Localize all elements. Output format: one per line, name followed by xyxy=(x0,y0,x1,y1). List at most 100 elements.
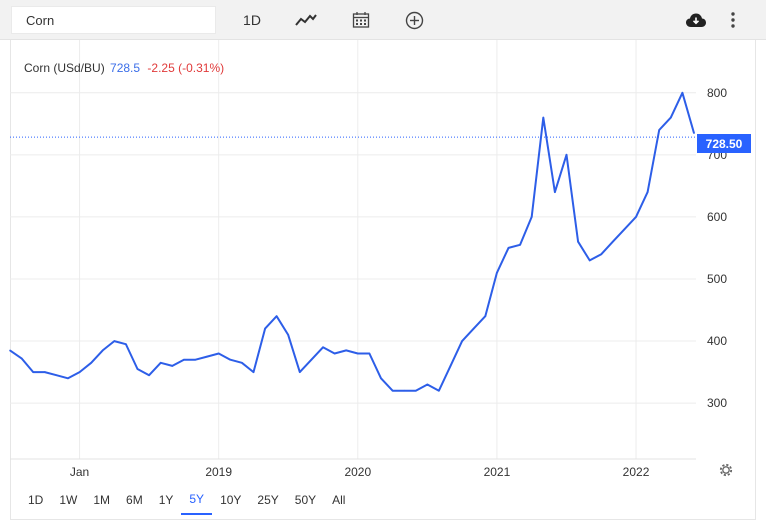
time-range-selector: 1D 1W 1M 6M 1Y 5Y 10Y 25Y 50Y All xyxy=(20,485,353,515)
price-point xyxy=(171,365,174,367)
price-point xyxy=(646,191,649,193)
interval-button[interactable]: 1D xyxy=(243,12,261,28)
x-tick-label: 2020 xyxy=(344,465,371,479)
toolbar: 1D xyxy=(0,0,766,40)
price-point xyxy=(507,247,510,249)
price-point xyxy=(542,116,545,119)
price-point xyxy=(519,244,521,246)
range-button-1y[interactable]: 1Y xyxy=(158,493,174,507)
more-options-button[interactable] xyxy=(720,6,746,34)
y-tick-label: 500 xyxy=(707,272,727,286)
price-point xyxy=(426,383,429,386)
price-point xyxy=(67,377,69,380)
x-tick-label: 2022 xyxy=(623,465,650,479)
price-point xyxy=(252,371,255,373)
instrument-name: Corn (USd/BU) xyxy=(24,61,105,75)
price-point xyxy=(310,358,313,361)
plus-circle-icon xyxy=(405,11,423,29)
price-point xyxy=(670,116,672,119)
last-price-tag: 728.50 xyxy=(697,134,751,153)
price-point xyxy=(90,362,92,364)
download-button[interactable] xyxy=(682,6,710,34)
y-tick-label: 400 xyxy=(707,334,727,348)
price-point xyxy=(391,389,394,392)
price-point xyxy=(125,343,127,346)
price-point xyxy=(55,374,58,377)
range-button-5y[interactable]: 5Y xyxy=(181,485,213,515)
price-point xyxy=(368,352,371,355)
price-point xyxy=(588,259,591,262)
price-point xyxy=(438,389,440,392)
price-point xyxy=(264,327,266,330)
price-series-line xyxy=(9,91,695,392)
price-point xyxy=(658,129,660,131)
price-point xyxy=(496,272,498,274)
price-point xyxy=(299,371,301,373)
price-point xyxy=(194,358,197,361)
range-button-6m[interactable]: 6M xyxy=(126,493,143,507)
legend-price: 728.5 xyxy=(110,61,141,75)
price-point xyxy=(113,340,116,342)
x-tick-label: Jan xyxy=(70,465,89,479)
price-point xyxy=(229,358,232,361)
symbol-search-input[interactable] xyxy=(11,6,216,34)
price-point xyxy=(345,349,348,352)
calendar-icon xyxy=(352,12,370,28)
range-button-1w[interactable]: 1W xyxy=(59,493,78,507)
price-point xyxy=(449,365,452,367)
chart-frame xyxy=(10,40,756,520)
x-tick-label: 2021 xyxy=(484,465,511,479)
price-point xyxy=(681,92,684,94)
chart-type-button[interactable] xyxy=(290,6,322,34)
add-comparison-button[interactable] xyxy=(400,6,428,34)
price-point xyxy=(415,389,417,392)
range-button-50y[interactable]: 50Y xyxy=(294,493,317,507)
price-point xyxy=(322,346,324,349)
price-point xyxy=(333,352,336,355)
price-point xyxy=(484,315,487,318)
range-button-all[interactable]: All xyxy=(332,493,346,507)
vertical-dots-icon xyxy=(731,12,735,28)
price-point xyxy=(159,362,162,364)
price-point xyxy=(183,358,185,361)
range-button-25y[interactable]: 25Y xyxy=(257,493,279,507)
cloud-download-icon xyxy=(686,13,706,27)
price-point xyxy=(357,352,359,355)
price-point xyxy=(554,191,556,193)
price-point xyxy=(44,371,46,373)
price-point xyxy=(217,352,220,355)
line-chart-icon xyxy=(295,14,317,26)
range-button-10y[interactable]: 10Y xyxy=(220,493,242,507)
price-point xyxy=(565,154,568,156)
price-point xyxy=(461,340,463,342)
price-point xyxy=(287,334,290,336)
price-point xyxy=(9,349,11,352)
price-point xyxy=(20,357,23,360)
price-point xyxy=(380,377,382,380)
price-point xyxy=(577,240,579,243)
price-point xyxy=(148,374,150,377)
price-point xyxy=(241,362,243,364)
price-point xyxy=(32,371,34,373)
price-point xyxy=(101,349,104,352)
price-point xyxy=(693,132,695,134)
range-button-1d[interactable]: 1D xyxy=(28,493,44,507)
y-tick-label: 300 xyxy=(707,396,727,410)
price-point xyxy=(275,315,278,318)
date-range-button[interactable] xyxy=(347,6,375,34)
range-button-1m[interactable]: 1M xyxy=(93,493,111,507)
price-point xyxy=(472,327,475,330)
legend-change: -2.25 (-0.31%) xyxy=(147,61,225,75)
price-point xyxy=(612,240,614,243)
price-point xyxy=(136,368,139,370)
price-point xyxy=(206,355,208,358)
chart-settings-button[interactable] xyxy=(717,461,735,479)
price-point xyxy=(635,216,637,218)
chart-legend: Corn (USd/BU) 728.5 -2.25 (-0.31%) xyxy=(24,61,224,75)
price-point xyxy=(600,253,603,255)
gear-icon xyxy=(719,463,733,477)
y-tick-label: 600 xyxy=(707,210,727,224)
y-tick-label: 800 xyxy=(707,86,727,100)
x-tick-label: 2019 xyxy=(205,465,232,479)
